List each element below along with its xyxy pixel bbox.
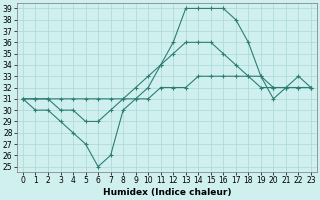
X-axis label: Humidex (Indice chaleur): Humidex (Indice chaleur) — [103, 188, 231, 197]
